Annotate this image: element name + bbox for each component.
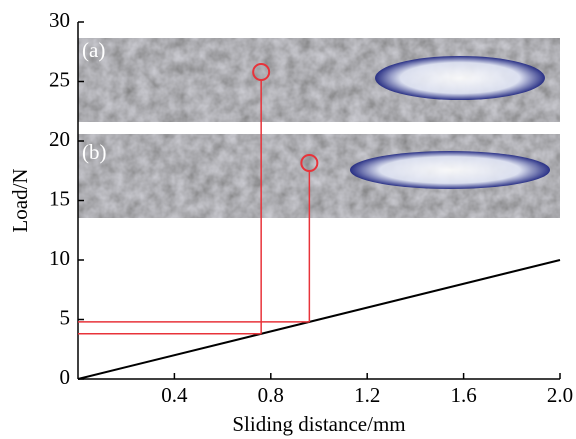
y-tick-label: 10 xyxy=(49,246,70,270)
panel-label: (b) xyxy=(82,140,107,164)
y-tick-label: 30 xyxy=(49,8,70,32)
y-tick-label: 15 xyxy=(49,186,70,210)
micrograph-b xyxy=(78,134,560,218)
line xyxy=(77,259,561,380)
y-axis-label: Load/N xyxy=(8,168,32,232)
x-tick-label: 0.8 xyxy=(258,383,284,407)
x-axis-label: Sliding distance/mm xyxy=(232,412,405,436)
x-tick-label: 0.4 xyxy=(161,383,188,407)
x-tick-label: 1.6 xyxy=(450,383,476,407)
marker-circle xyxy=(300,154,319,172)
x-tick-label: 2.0 xyxy=(547,383,573,407)
y-tick-label: 20 xyxy=(49,127,70,151)
x-tick-label: 1.2 xyxy=(354,383,380,407)
y-tick-label: 25 xyxy=(49,67,70,91)
micrograph-a xyxy=(78,38,560,122)
y-tick-label: 0 xyxy=(60,365,71,389)
marker-circle xyxy=(252,63,271,81)
panel-label: (a) xyxy=(82,38,105,62)
y-tick-label: 5 xyxy=(60,305,71,329)
